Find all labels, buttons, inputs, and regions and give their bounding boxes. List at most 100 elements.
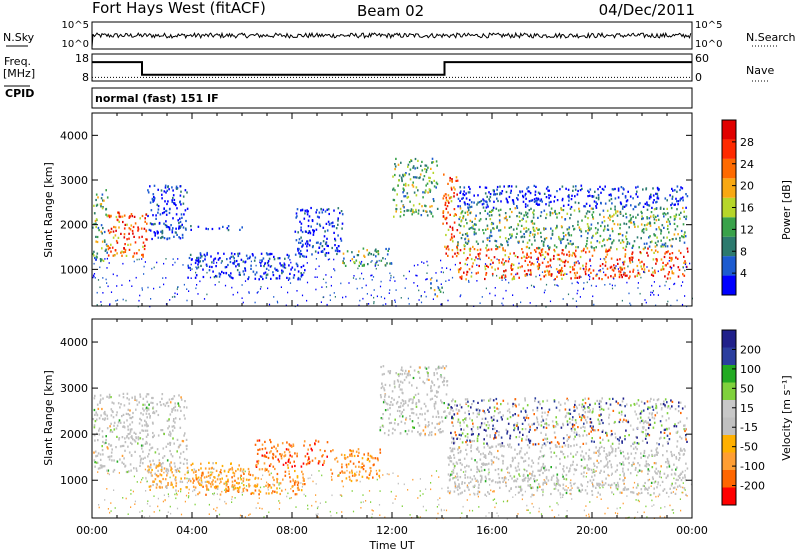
heat-cell (425, 184, 427, 187)
heat-cell (627, 468, 629, 471)
heat-cell (571, 194, 573, 197)
heat-cell (624, 196, 627, 199)
heat-cell (459, 421, 461, 424)
velocity-plot-area (92, 319, 692, 518)
heat-cell (617, 262, 619, 265)
heat-cell (429, 205, 431, 208)
heat-cell (619, 271, 622, 274)
heat-cell (279, 492, 281, 496)
heat-cell (477, 253, 480, 256)
heat-cell (555, 212, 557, 215)
heat-cell (138, 249, 140, 252)
heat-cell (480, 475, 483, 478)
heat-cell (613, 213, 615, 216)
heat-cell (362, 247, 365, 250)
heat-cell (463, 190, 465, 193)
heat-cell (144, 442, 147, 445)
heat-cell (123, 425, 125, 428)
heat-cell (223, 470, 226, 473)
heat-cell (578, 262, 580, 264)
heat-cell (469, 212, 471, 215)
heat-cell (186, 458, 188, 462)
heat-cell (181, 480, 184, 483)
heat-cell (174, 417, 177, 420)
heat-cell (131, 396, 133, 399)
heat-cell (537, 216, 539, 219)
heat-cell (523, 233, 525, 236)
heat-cell (400, 210, 402, 213)
power-x-axis (91, 113, 693, 306)
heat-cell (504, 249, 506, 252)
heat-cell (548, 469, 550, 472)
heat-cell (303, 444, 305, 447)
heat-cell (411, 401, 414, 405)
heat-cell (193, 468, 196, 471)
heat-cell (166, 237, 169, 240)
heat-cell (605, 261, 607, 264)
heat-cell (209, 474, 212, 477)
heat-cell (198, 482, 200, 485)
heat-cell (227, 225, 230, 228)
heat-cell (401, 366, 403, 369)
heat-cell (450, 236, 453, 239)
heat-cell (94, 465, 96, 468)
heat-cell (562, 231, 565, 235)
heat-cell (137, 438, 140, 441)
heat-cell (415, 405, 418, 408)
heat-cell (287, 448, 290, 451)
heat-cell (664, 405, 667, 408)
heat-cell (252, 270, 255, 273)
heat-cell (669, 487, 671, 490)
heat-cell (399, 410, 401, 413)
heat-cell (628, 242, 631, 245)
heat-cell (366, 476, 368, 479)
heat-cell (565, 491, 568, 495)
heat-cell (685, 217, 687, 221)
heat-cell (161, 486, 163, 489)
heat-cell (300, 489, 303, 492)
heat-cell (611, 241, 614, 244)
heat-cell (544, 238, 546, 241)
heat-cell (285, 267, 287, 269)
heat-cell (294, 230, 297, 233)
heat-cell (646, 488, 649, 491)
heat-cell (634, 225, 636, 228)
heat-cell (659, 471, 661, 474)
heat-cell (138, 422, 141, 425)
heat-cell (327, 251, 330, 255)
heat-cell (123, 462, 125, 465)
heat-cell (233, 257, 235, 260)
heat-cell (194, 276, 197, 279)
heat-cell (496, 188, 498, 191)
heat-cell (598, 485, 600, 488)
heat-cell (274, 490, 276, 493)
heat-cell (509, 411, 511, 414)
heat-cell (565, 234, 567, 237)
heat-cell (129, 243, 132, 246)
heat-cell (556, 190, 558, 193)
heat-cell (418, 299, 420, 301)
heat-cell (213, 258, 215, 260)
heat-cell (674, 217, 676, 220)
heat-cell (447, 456, 449, 459)
heat-cell (607, 276, 609, 279)
heat-cell (179, 417, 181, 421)
heat-cell (122, 392, 125, 395)
heat-cell (142, 457, 144, 460)
heat-cell (463, 457, 466, 460)
heat-cell (451, 441, 453, 444)
heat-cell (337, 234, 339, 237)
heat-cell (448, 201, 450, 204)
heat-cell (399, 372, 402, 376)
heat-cell (278, 257, 281, 260)
heat-cell (124, 223, 127, 226)
heat-cell (445, 233, 447, 237)
heat-cell (297, 270, 300, 273)
heat-cell (160, 236, 162, 240)
heat-cell (92, 274, 95, 277)
heat-cell (523, 214, 526, 217)
heat-cell (162, 477, 164, 481)
heat-cell (512, 414, 514, 417)
heat-cell (337, 219, 339, 222)
heat-cell (575, 433, 578, 436)
